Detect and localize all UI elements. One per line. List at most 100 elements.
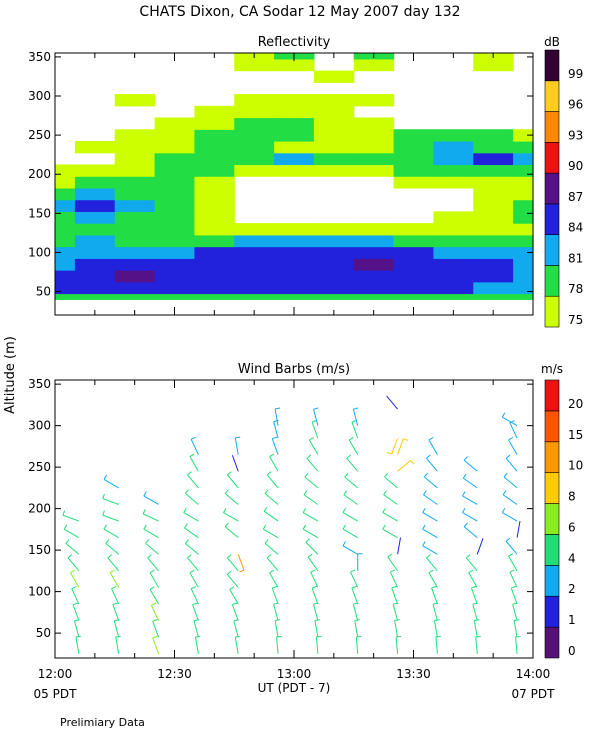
figure-title: CHATS Dixon, CA Sodar 12 May 2007 day 13… bbox=[139, 4, 460, 20]
wind-barb bbox=[433, 619, 440, 638]
wind-barb bbox=[306, 454, 319, 472]
wind-barb bbox=[509, 569, 518, 588]
wind-barb bbox=[502, 490, 518, 505]
heatmap-cell bbox=[55, 176, 76, 189]
wind-barb bbox=[147, 554, 159, 572]
wind-barb bbox=[229, 586, 239, 605]
heatmap-cell bbox=[433, 281, 474, 295]
wind-barb bbox=[263, 506, 279, 522]
colorbar-swatch bbox=[544, 565, 560, 597]
wind-barb bbox=[233, 619, 239, 638]
heatmap-cell bbox=[194, 105, 235, 119]
y-tick-label: 200 bbox=[28, 502, 51, 516]
x-tick-label: 12:30 bbox=[157, 667, 192, 681]
wind-barb bbox=[190, 436, 199, 455]
wind-barb bbox=[184, 523, 199, 539]
heatmap-cell bbox=[274, 152, 315, 166]
colorbar-label: 20 bbox=[568, 397, 583, 411]
wind-barb bbox=[115, 635, 121, 654]
wind-barb bbox=[397, 459, 415, 472]
wind-barb bbox=[143, 491, 159, 505]
y-tick-label: 250 bbox=[28, 128, 51, 142]
colorbar-swatch bbox=[544, 265, 560, 297]
heatmap-cell bbox=[55, 258, 76, 271]
wind-barb bbox=[462, 507, 478, 522]
wind-barb bbox=[226, 554, 239, 572]
wind-barb bbox=[305, 538, 319, 555]
heatmap-cell bbox=[393, 176, 435, 189]
heatmap-cell bbox=[55, 281, 76, 295]
heatmap-cell bbox=[234, 140, 275, 154]
colorbar-swatch bbox=[544, 626, 560, 659]
wind-barb bbox=[231, 602, 239, 621]
heatmap-cell bbox=[353, 293, 395, 300]
heatmap-cell bbox=[234, 234, 275, 248]
wind-barb bbox=[184, 539, 199, 555]
heatmap-cell bbox=[234, 105, 275, 119]
y-tick-label: 200 bbox=[28, 167, 51, 181]
heatmap-cell bbox=[393, 223, 435, 236]
heatmap-cell bbox=[393, 246, 435, 259]
wind-barb bbox=[67, 554, 80, 572]
heatmap-cell bbox=[473, 187, 514, 201]
heatmap-cell bbox=[74, 258, 116, 271]
heatmap-cell bbox=[154, 187, 196, 201]
heatmap-cell bbox=[194, 164, 235, 177]
heatmap-cell bbox=[194, 246, 235, 259]
wind-barb bbox=[62, 510, 80, 522]
heatmap-cell bbox=[513, 234, 534, 248]
colorbar-swatch bbox=[544, 142, 560, 174]
colorbar-label: 78 bbox=[568, 282, 583, 296]
heatmap-cell bbox=[234, 94, 275, 107]
heatmap-cell bbox=[234, 246, 275, 259]
wind-barb bbox=[276, 635, 282, 654]
heatmap-cell bbox=[433, 223, 474, 236]
heatmap-cell bbox=[74, 211, 116, 224]
heatmap-cell bbox=[74, 293, 116, 300]
wind-barb bbox=[304, 472, 319, 489]
wind-barb bbox=[516, 520, 521, 538]
colorbar-label: 6 bbox=[568, 520, 576, 534]
x-tick-label: 14:00 bbox=[516, 667, 551, 681]
heatmap-cell bbox=[513, 129, 534, 142]
heatmap-cell bbox=[55, 199, 76, 212]
heatmap-cell bbox=[274, 140, 315, 154]
heatmap-cell bbox=[473, 129, 514, 142]
wind-barb bbox=[190, 586, 199, 605]
colorbar-label: 8 bbox=[568, 490, 576, 504]
wind-barb bbox=[463, 522, 478, 539]
heatmap-cell bbox=[194, 258, 235, 271]
wind-barb bbox=[302, 524, 319, 539]
heatmap-cell bbox=[274, 105, 315, 119]
heatmap-cell bbox=[74, 223, 116, 236]
wind-barb bbox=[69, 569, 80, 588]
wind-barb bbox=[515, 635, 521, 654]
wind-barb bbox=[387, 553, 398, 572]
heatmap-cell bbox=[473, 270, 514, 283]
wind-barb bbox=[271, 436, 279, 455]
heatmap-cell bbox=[393, 293, 435, 300]
wind-barb bbox=[315, 635, 322, 654]
heatmap-cell bbox=[313, 164, 355, 177]
heatmap-cell bbox=[55, 234, 76, 248]
colorbar-label: 75 bbox=[568, 313, 583, 327]
heatmap-cell bbox=[513, 199, 534, 212]
colorbar-label: 4 bbox=[568, 551, 576, 565]
heatmap-cell bbox=[114, 164, 156, 177]
x-axis-label: UT (PDT - 7) bbox=[258, 681, 331, 695]
colorbar-swatch bbox=[544, 379, 560, 412]
heatmap-cell bbox=[313, 293, 355, 300]
wind-barb bbox=[273, 602, 279, 621]
heatmap-cell bbox=[513, 187, 534, 201]
heatmap-cell bbox=[313, 281, 355, 295]
heatmap-cell bbox=[74, 187, 116, 201]
heatmap-cell bbox=[433, 164, 474, 177]
colorbar-label: 87 bbox=[568, 190, 583, 204]
heatmap-cell bbox=[313, 223, 355, 236]
wind-barb bbox=[462, 491, 478, 505]
wind-barb bbox=[266, 471, 279, 489]
heatmap-cell bbox=[234, 117, 275, 130]
wind-barb bbox=[311, 585, 319, 605]
heatmap-cell bbox=[154, 258, 196, 271]
wind-barb bbox=[234, 436, 241, 455]
